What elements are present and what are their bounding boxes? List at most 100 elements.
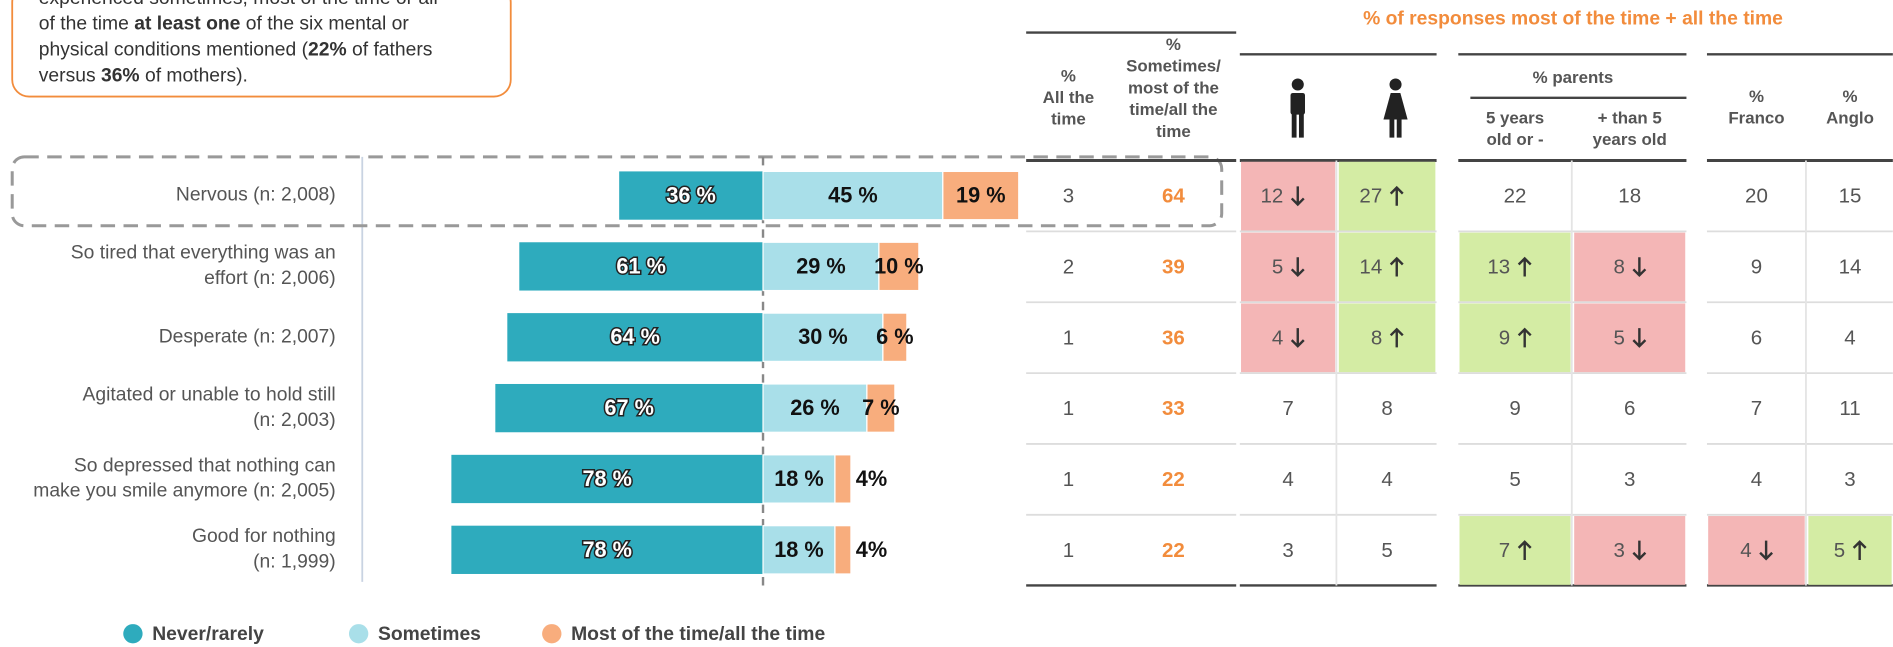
cell-value: 5 [1509, 468, 1520, 491]
trend-arrow [1290, 257, 1305, 278]
text-line: (n: 2,003) [253, 410, 336, 431]
trend-arrow [1632, 257, 1647, 278]
text-line: Good for nothing [192, 526, 336, 547]
cell-value: 7 [1751, 397, 1762, 420]
text-line: 5 years [1486, 109, 1544, 128]
bar-label: 10 % [874, 253, 924, 278]
text-line: Nervous (n: 2,008) [176, 185, 336, 206]
bar-segment [519, 242, 764, 291]
cell-highlight [1459, 303, 1571, 373]
cell-value: 5 [1834, 539, 1845, 562]
category-label: So depressed that nothing can make you sm… [33, 455, 335, 501]
note-segment: at least one [134, 14, 240, 35]
text-line: most of the [1128, 79, 1219, 98]
cell-highlight [1338, 161, 1436, 231]
column-header: + than 5 years old [1593, 109, 1667, 150]
bar-segment [882, 312, 908, 363]
bar-segment [619, 171, 764, 220]
bar-label: 78 % [582, 537, 632, 562]
cell-value: 20 [1745, 185, 1768, 208]
bar-segment [495, 383, 764, 433]
trend-arrow [1632, 540, 1647, 561]
cell-value: 9 [1751, 256, 1762, 279]
column-header: 5 years old or - [1486, 109, 1544, 150]
trend-arrow [1389, 256, 1404, 277]
cell-value: 36 [1162, 326, 1185, 349]
cell-value: 15 [1839, 185, 1862, 208]
column-header: % Sometimes/most of the time/all the time [1126, 35, 1221, 141]
cell-value: 4 [1740, 539, 1751, 562]
bar-segment [762, 454, 836, 504]
category-label: Good for nothing (n: 1,999) [192, 526, 336, 572]
bar-segment [878, 241, 920, 292]
table-title: % of responses most of the time + all th… [1363, 8, 1783, 29]
cell-value: 6 [1624, 397, 1635, 420]
bar-segment [762, 525, 836, 575]
cell-highlight [1708, 516, 1805, 585]
bar-label: 4% [856, 466, 887, 491]
father-icon [1290, 78, 1306, 138]
trend-arrow [1632, 328, 1647, 348]
bar-segment [762, 170, 944, 221]
note-segment: versus [39, 66, 101, 87]
cell-value: 22 [1504, 185, 1527, 208]
note-segment: of fathers [347, 40, 433, 61]
cell-value: 9 [1499, 326, 1510, 349]
highlight-box [10, 155, 1224, 228]
cell-highlight [1574, 303, 1686, 373]
text-line: So depressed that nothing can [74, 455, 336, 476]
bar-label: 7 % [862, 395, 899, 420]
cell-value: 64 [1162, 185, 1185, 208]
cell-value: 4 [1844, 326, 1855, 349]
cell-highlight [1459, 516, 1571, 585]
cell-value: 4 [1282, 468, 1293, 491]
cell-highlight [1808, 516, 1892, 585]
text-line: Franco [1728, 109, 1784, 128]
cell-highlight [1241, 232, 1336, 302]
text-line: + than 5 [1598, 109, 1662, 128]
cell-value: 2 [1063, 256, 1074, 279]
note-box [11, 0, 512, 98]
bar-label: 6 % [876, 324, 913, 349]
cell-value: 12 [1260, 185, 1283, 208]
bar-segment [942, 170, 1020, 221]
cell-highlight [1338, 303, 1436, 373]
text-line: % [1749, 87, 1764, 106]
bar-label: 64 % [610, 324, 660, 349]
cell-value: 13 [1487, 256, 1510, 279]
cell-highlight [1338, 232, 1436, 302]
bar-label: 30 % [798, 324, 848, 349]
trend-arrow [1517, 256, 1532, 277]
bar-label: 78 % [582, 466, 632, 491]
trend-arrow [1290, 328, 1305, 348]
cell-value: 39 [1162, 256, 1185, 279]
column-header: % Anglo [1826, 87, 1874, 128]
cell-value: 22 [1162, 468, 1185, 491]
column-header: % Franco [1728, 87, 1784, 128]
cell-value: 14 [1359, 256, 1382, 279]
legend-label: Sometimes [378, 624, 481, 645]
bar-label: 29 % [796, 253, 846, 278]
cell-value: 8 [1381, 397, 1392, 420]
bar-segment [834, 525, 852, 575]
note-segment: experienced sometimes, most of the time … [39, 0, 438, 9]
cell-value: 1 [1063, 397, 1074, 420]
cell-highlight [1574, 516, 1686, 585]
bar-label: 45 % [828, 182, 878, 207]
group-header: % parents [1533, 68, 1614, 87]
cell-highlight [1459, 232, 1571, 302]
text-line: make you smile anymore (n: 2,005) [33, 481, 335, 502]
cell-value: 8 [1613, 256, 1624, 279]
text-line: % [1061, 67, 1076, 86]
column-header: % All the time [1043, 67, 1095, 129]
bar-label: 19 % [956, 182, 1006, 207]
cell-value: 3 [1282, 539, 1293, 562]
trend-arrow [1517, 327, 1532, 348]
text-line: Desperate (n: 2,007) [159, 326, 336, 347]
cell-value: 3 [1063, 185, 1074, 208]
cell-value: 4 [1381, 468, 1392, 491]
text-line: (n: 1,999) [253, 552, 336, 573]
cell-value: 27 [1359, 185, 1382, 208]
text-line: effort (n: 2,006) [204, 268, 336, 289]
bar-segment [507, 313, 764, 362]
